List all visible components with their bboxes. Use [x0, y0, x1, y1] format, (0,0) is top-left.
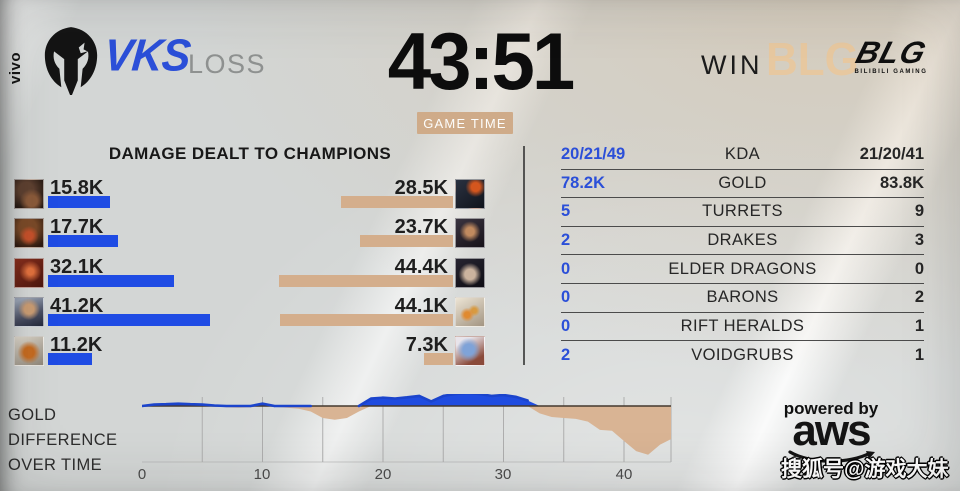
- damage-value-left: 32.1K: [50, 256, 104, 278]
- team-name-vks: VKS: [102, 30, 192, 81]
- stat-label: RIFT HERALDS: [680, 316, 805, 335]
- result-win-label: WIN: [701, 50, 763, 80]
- champion-portrait: [455, 336, 485, 366]
- x-tick-label: 20: [374, 466, 392, 483]
- panel-divider: [523, 146, 525, 365]
- blg-logo-mark: BLG: [851, 35, 931, 70]
- stat-label: KDA: [724, 145, 761, 164]
- damage-row: 15.8K 28.5K: [0, 177, 960, 213]
- damage-panel-title: DAMAGE DEALT TO CHAMPIONS: [108, 144, 392, 163]
- stat-left-value: 2: [561, 345, 571, 364]
- stats-row-voidgrubs: 2 VOIDGRUBS 1: [561, 341, 924, 370]
- stat-right-value: 1: [914, 316, 924, 335]
- stats-row-gold: 78.2K GOLD 83.8K: [561, 170, 924, 199]
- damage-row: 17.7K 23.7K: [0, 216, 960, 252]
- game-clock: 43:51: [387, 15, 576, 107]
- stat-left-value: 2: [561, 231, 571, 250]
- damage-bar-left: [48, 235, 118, 247]
- damage-bar-right: [341, 196, 453, 208]
- damage-bar-left: [48, 275, 175, 287]
- gold-label-line: GOLD: [8, 406, 57, 424]
- gold-difference-label: GOLD DIFFERENCE OVER TIME: [8, 403, 117, 478]
- damage-value-left: 17.7K: [50, 216, 104, 238]
- stat-left-value: 20/21/49: [561, 145, 626, 164]
- blg-team-logo: BLG BILIBILI GAMING: [845, 35, 937, 75]
- champion-portrait: [455, 218, 485, 248]
- damage-value-left: 11.2K: [50, 334, 103, 356]
- team-name-blg: BLG: [766, 34, 859, 86]
- damage-bar-left: [48, 196, 111, 208]
- x-tick-label: 0: [137, 466, 147, 483]
- gold-difference-chart: [142, 394, 672, 463]
- champion-portrait: [14, 218, 44, 248]
- gold-label-line: DIFFERENCE: [8, 431, 118, 449]
- match-stats-table: 20/21/49 KDA 21/20/41 78.2K GOLD 83.8K 5…: [561, 141, 924, 370]
- champion-portrait: [14, 179, 44, 209]
- champion-portrait: [455, 258, 485, 288]
- stat-right-value: 1: [914, 345, 924, 364]
- stat-right-value: 9: [914, 202, 924, 221]
- x-tick-label: 30: [494, 466, 512, 483]
- vks-helmet-logo-icon: [40, 25, 102, 104]
- stats-row-barons: 0 BARONS 2: [561, 284, 924, 313]
- stat-right-value: 2: [914, 288, 924, 307]
- stats-row-kda: 20/21/49 KDA 21/20/41: [561, 141, 924, 170]
- damage-value-right: 44.1K: [394, 295, 448, 317]
- champion-portrait: [455, 297, 485, 327]
- stats-row-elder-dragons: 0 ELDER DRAGONS 0: [561, 255, 924, 284]
- damage-bar-right: [279, 314, 453, 326]
- vivo-sponsor-logo: vivo: [7, 52, 24, 85]
- stat-label: BARONS: [706, 288, 779, 307]
- powered-by-label: powered by: [783, 399, 879, 418]
- damage-value-left: 15.8K: [50, 177, 104, 199]
- damage-bar-left: [48, 314, 210, 326]
- damage-bar-right: [424, 353, 453, 365]
- game-time-badge: GAME TIME: [417, 112, 513, 134]
- damage-value-right: 23.7K: [394, 216, 448, 238]
- stat-right-value: 83.8K: [879, 173, 924, 192]
- champion-portrait: [14, 258, 44, 288]
- stat-left-value: 0: [561, 316, 571, 335]
- stat-label: VOIDGRUBS: [691, 345, 794, 364]
- stat-right-value: 0: [914, 259, 924, 278]
- damage-value-right: 44.4K: [394, 256, 448, 278]
- damage-row: 32.1K 44.4K: [0, 256, 960, 292]
- stat-label: ELDER DRAGONS: [668, 259, 817, 278]
- damage-value-right: 7.3K: [405, 334, 448, 356]
- stat-left-value: 78.2K: [561, 173, 606, 192]
- damage-row: 11.2K 7.3K: [0, 334, 960, 370]
- blg-logo-caption: BILIBILI GAMING: [854, 69, 928, 75]
- damage-value-left: 41.2K: [50, 295, 104, 317]
- stat-left-value: 0: [561, 259, 571, 278]
- stat-left-value: 5: [561, 202, 571, 221]
- damage-row: 41.2K 44.1K: [0, 295, 960, 331]
- stat-right-value: 3: [914, 231, 924, 250]
- damage-bar-right: [278, 275, 453, 287]
- stat-left-value: 0: [561, 288, 571, 307]
- damage-value-right: 28.5K: [394, 177, 448, 199]
- x-tick-label: 10: [253, 466, 271, 483]
- champion-portrait: [14, 297, 44, 327]
- x-tick-label: 40: [615, 466, 633, 483]
- watermark-text: 搜狐号@游戏大妹: [781, 458, 949, 481]
- stats-row-drakes: 2 DRAKES 3: [561, 227, 924, 256]
- champion-portrait: [455, 179, 485, 209]
- damage-bar-right: [359, 235, 453, 247]
- result-loss-label: LOSS: [188, 49, 267, 79]
- gold-label-line: OVER TIME: [8, 456, 103, 474]
- stat-label: TURRETS: [702, 202, 783, 221]
- stat-label: GOLD: [718, 173, 767, 192]
- stats-row-rift-heralds: 0 RIFT HERALDS 1: [561, 313, 924, 342]
- aws-smile-icon: [788, 450, 875, 463]
- champion-portrait: [14, 336, 44, 366]
- stat-label: DRAKES: [707, 231, 778, 250]
- aws-logo: aws: [792, 406, 871, 455]
- stat-right-value: 21/20/41: [859, 145, 924, 164]
- damage-bar-left: [48, 353, 92, 365]
- stats-row-turrets: 5 TURRETS 9: [561, 198, 924, 227]
